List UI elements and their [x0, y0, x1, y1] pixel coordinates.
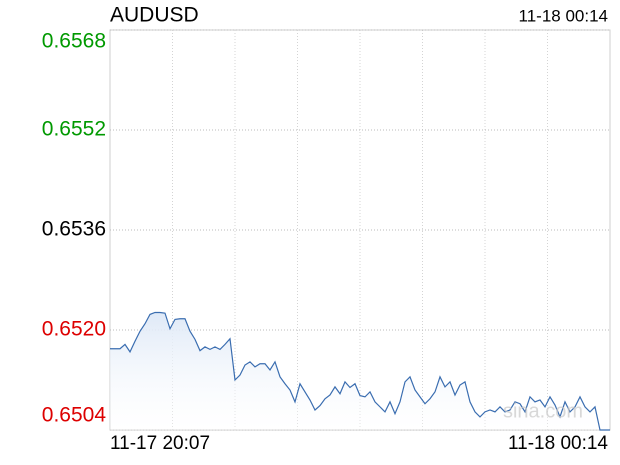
y-tick-label: 0.6536 — [42, 218, 106, 241]
area — [110, 312, 610, 430]
time-label: 11-18 00:14 — [519, 6, 608, 25]
price-line — [110, 311, 610, 431]
chart-title: AUDUSD — [110, 4, 199, 27]
x-tick-label: 11-18 00:14 — [508, 433, 608, 454]
y-tick-label: 0.6568 — [42, 30, 106, 53]
watermark: sina.com — [503, 400, 583, 422]
y-tick-label: 0.6504 — [42, 404, 107, 427]
y-tick-label: 0.6552 — [42, 118, 106, 141]
x-tick-label: 11-17 20:07 — [110, 433, 210, 454]
y-tick-label: 0.6520 — [42, 318, 106, 341]
